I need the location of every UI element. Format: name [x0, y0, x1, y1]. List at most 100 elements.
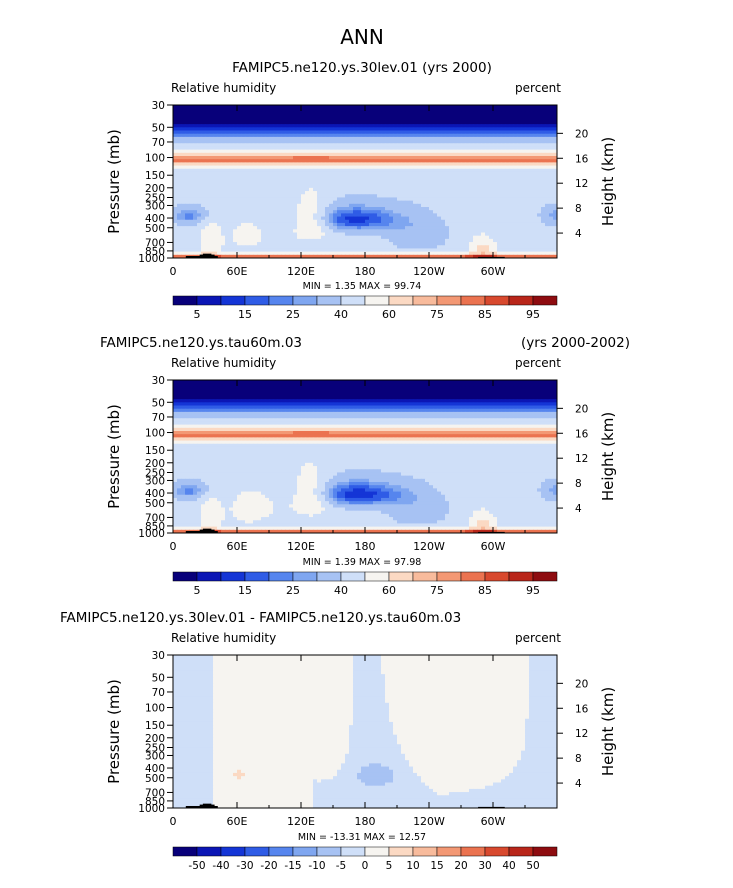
field-cell [217, 149, 222, 154]
field-cell [497, 162, 502, 166]
field-cell [357, 143, 362, 147]
field-cell [545, 383, 550, 387]
field-cell [313, 222, 318, 227]
field-cell [373, 171, 378, 176]
field-cell [193, 200, 198, 205]
field-cell [545, 232, 550, 237]
field-cell [181, 105, 186, 109]
field-cell [469, 171, 474, 176]
field-cell [237, 149, 242, 154]
field-cell [193, 251, 198, 256]
field-cell [517, 156, 522, 160]
field-cell [369, 191, 374, 195]
field-cell [529, 171, 534, 176]
field-cell [445, 235, 450, 240]
field-cell [265, 238, 270, 243]
field-cell [493, 117, 498, 122]
field-cell [453, 136, 458, 141]
field-cell [337, 380, 342, 384]
field-cell [177, 152, 182, 157]
field-cell [389, 191, 394, 195]
field-cell [297, 245, 302, 249]
field-cell [481, 197, 486, 202]
field-cell [385, 235, 390, 240]
field-cell [517, 194, 522, 198]
field-cell [385, 213, 390, 217]
field-cell [229, 222, 234, 227]
field-cell [529, 207, 534, 211]
field-cell [489, 149, 494, 154]
field-cell [465, 200, 470, 205]
field-cell [237, 159, 242, 163]
field-cell [277, 229, 282, 233]
field-cell [405, 203, 410, 208]
field-cell [201, 140, 206, 144]
field-cell [349, 175, 354, 179]
field-cell [233, 191, 238, 195]
field-cell [309, 156, 314, 160]
field-cell [277, 235, 282, 240]
field-cell [441, 242, 446, 246]
field-cell [361, 191, 366, 195]
field-cell [449, 207, 454, 211]
field-cell [537, 124, 542, 128]
field-cell [301, 383, 306, 387]
field-cell [449, 216, 454, 221]
field-cell [317, 216, 322, 221]
field-cell [369, 194, 374, 198]
field-cell [393, 235, 398, 240]
field-cell [433, 210, 438, 214]
field-cell [289, 213, 294, 217]
variable-label: Relative humidity [171, 356, 276, 370]
field-cell [273, 245, 278, 249]
field-cell [221, 114, 226, 119]
field-cell [441, 254, 446, 259]
field-cell [181, 181, 186, 186]
field-cell [225, 245, 230, 249]
field-cell [541, 105, 546, 109]
field-cell [545, 130, 550, 135]
field-cell [357, 248, 362, 253]
field-cell [321, 146, 326, 151]
field-cell [549, 251, 554, 256]
field-cell [417, 181, 422, 186]
field-cell [421, 235, 426, 240]
field-cell [401, 159, 406, 163]
field-cell [233, 165, 238, 170]
field-cell [285, 248, 290, 253]
field-cell [497, 149, 502, 154]
field-cell [285, 130, 290, 135]
field-cell [389, 200, 394, 205]
field-cell [201, 386, 206, 390]
field-cell [549, 197, 554, 202]
field-cell [217, 159, 222, 163]
field-cell [505, 152, 510, 157]
field-cell [505, 136, 510, 141]
field-cell [265, 178, 270, 182]
field-cell [345, 235, 350, 240]
field-cell [285, 232, 290, 237]
field-cell [285, 207, 290, 211]
field-cell [261, 187, 266, 192]
field-cell [237, 146, 242, 151]
field-cell [529, 232, 534, 237]
field-cell [309, 251, 314, 256]
field-cell [209, 207, 214, 211]
field-cell [381, 143, 386, 147]
field-cell [445, 207, 450, 211]
field-cell [485, 156, 490, 160]
field-cell [257, 111, 262, 115]
field-cell [429, 222, 434, 227]
field-cell [213, 238, 218, 243]
field-cell [505, 200, 510, 205]
field-cell [249, 127, 254, 131]
field-cell [313, 181, 318, 186]
field-cell [525, 232, 530, 237]
field-cell [525, 171, 530, 176]
field-cell [529, 143, 534, 147]
field-cell [337, 386, 342, 390]
field-cell [201, 149, 206, 154]
field-cell [197, 105, 202, 109]
field-cell [373, 248, 378, 253]
field-cell [441, 187, 446, 192]
